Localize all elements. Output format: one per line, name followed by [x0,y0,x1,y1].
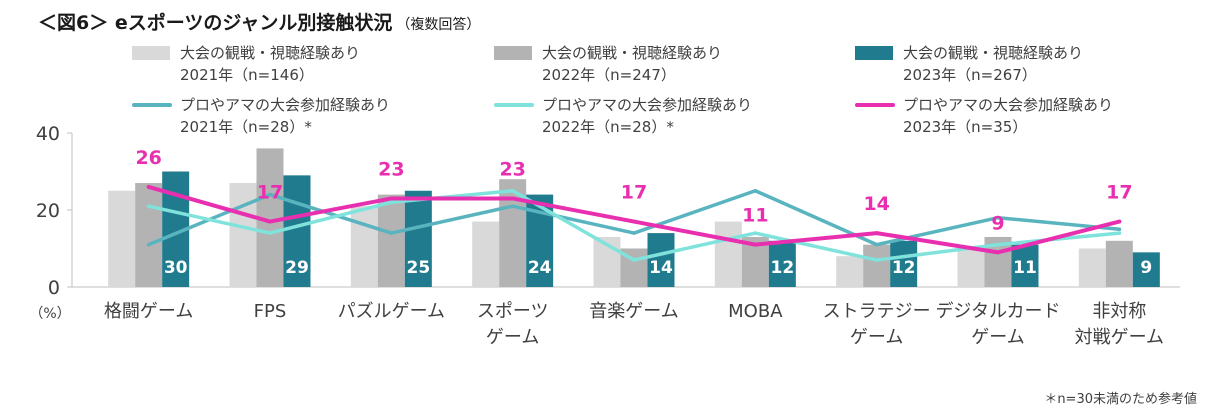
bar [957,248,985,287]
bar [135,183,163,287]
line-point [1117,219,1122,224]
line-data-label: 26 [135,147,161,169]
line-point [996,250,1000,255]
line-data-label: 17 [621,182,647,204]
line-point [510,204,515,208]
x-category-label: ゲーム [850,327,903,348]
line-point [753,231,758,235]
x-category-label: FPS [254,301,287,322]
line-data-label: 23 [499,158,525,180]
bar-data-label: 24 [528,258,552,278]
legend-bar-2023: 大会の観戦・視聴経験あり 2023年（n=267） [855,42,1083,86]
x-category-label: MOBA [728,301,783,322]
title-note: （複数回答） [396,17,481,33]
line-point [632,231,636,235]
x-category-label: 対戦ゲーム [1075,327,1164,348]
y-axis-label: （%） [29,306,70,322]
line-data-label: 23 [378,158,404,180]
line-point [874,242,879,247]
bar [472,221,500,287]
bar [836,256,864,287]
bar-data-label: 29 [285,258,309,278]
legend-swatch [132,46,170,60]
legend-line-swatch [494,103,534,107]
x-category-label: パズルゲーム [338,301,445,322]
bar [108,190,136,287]
bar [283,175,311,287]
legend-line-swatch [132,103,172,107]
line-point [632,219,636,224]
line-point [268,219,272,224]
y-tick-label: 40 [36,123,60,145]
bar [890,240,918,287]
x-category-label: 格闘ゲーム [104,301,193,322]
line-data-label: 17 [1106,182,1132,204]
bar-data-label: 25 [406,258,430,278]
line-point [268,231,272,235]
line-point [389,200,394,205]
legend-line-2021: プロやアマの大会参加経験あり 2021年（n=28）* [132,94,390,138]
line-data-label: 17 [257,182,283,204]
line-point [996,242,1000,247]
y-tick-label: 20 [36,200,60,222]
line-point [874,231,879,235]
line-point [146,204,151,208]
chart-title: ＜図6＞ eスポーツのジャンル別接触状況 （複数回答） [38,12,481,34]
line-point [268,192,272,197]
line-point [874,258,879,262]
x-category-label: ストラテジー [823,301,931,322]
bar-data-label: 30 [164,258,188,278]
line-point [1117,231,1122,235]
y-tick-label: 0 [48,277,60,299]
bar [1078,248,1106,287]
bar-data-label: 12 [770,258,794,278]
bar [768,240,796,287]
bar-data-label: 14 [649,258,673,278]
legend-bar-2022: 大会の観戦・視聴経験あり 2022年（n=247） [494,42,722,86]
line-point [510,188,515,193]
legend-swatch [494,46,532,60]
legend-bar-2021: 大会の観戦・視聴経験あり 2021年（n=146） [132,42,360,86]
legend-line-swatch [855,103,895,107]
legend-swatch [855,46,893,60]
bar [1132,252,1160,287]
bar [863,244,891,287]
bar [350,206,378,287]
line-point [632,258,636,262]
line-point [146,185,151,189]
bar [229,183,257,287]
line-point [389,196,394,201]
line-data-label: 9 [991,212,1004,234]
bar [647,233,675,287]
x-category-label: デジタルカード [935,301,1060,322]
line-point [146,242,151,247]
x-category-label: 音楽ゲーム [589,301,678,322]
bar [404,190,432,287]
bar [714,221,742,287]
legend-line-2022: プロやアマの大会参加経験あり 2022年（n=28）* [494,94,752,138]
bar [1105,240,1133,287]
bar [377,194,405,287]
bar-data-label: 12 [892,258,916,278]
x-category-label: 非対称 [1092,301,1146,322]
x-category-label: ゲーム [486,327,539,348]
x-category-label: ゲーム [971,327,1024,348]
line-point [389,231,394,235]
line-point [753,242,758,247]
bar [1011,244,1039,287]
line-point [996,215,1000,220]
x-category-label: スポーツ [477,301,549,322]
bar-data-label: 9 [1140,258,1152,278]
line-point [510,196,515,201]
line-data-label: 14 [863,193,889,215]
line-point [753,188,758,193]
footnote: ＊n=30未満のため参考値 [1044,392,1197,407]
line-point [1117,227,1122,232]
legend-line-2023: プロやアマの大会参加経験あり 2023年（n=35） [855,94,1113,138]
bar-data-label: 11 [1013,258,1037,278]
line-data-label: 11 [742,205,768,227]
